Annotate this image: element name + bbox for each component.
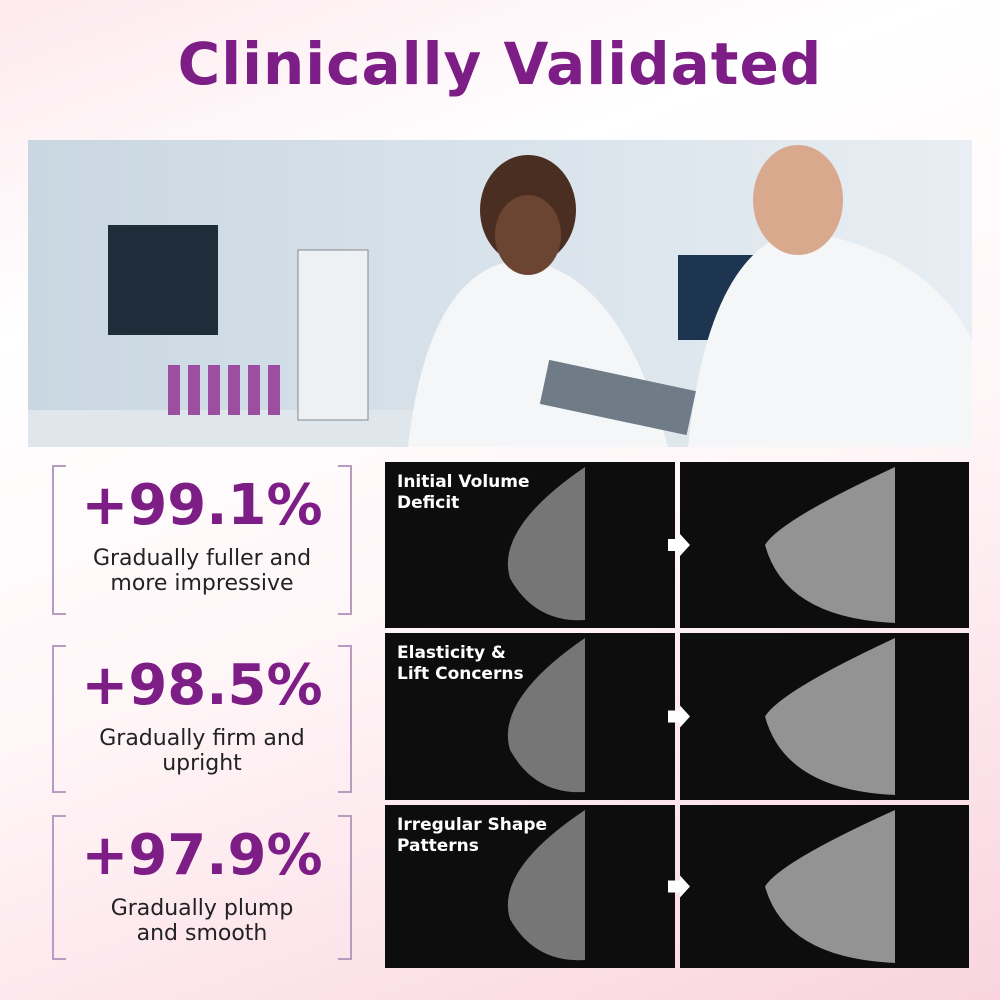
scan-images [385, 805, 969, 968]
label-line: Patterns [397, 836, 479, 856]
bracket [338, 815, 352, 960]
bracket [52, 815, 66, 960]
bracket [338, 645, 352, 793]
description-line: more impressive [110, 571, 294, 596]
stat-value: +98.5% [81, 653, 323, 718]
panel-label: Initial Volume Deficit [397, 472, 530, 514]
comparison-panel: Elasticity & Lift Concerns [385, 633, 969, 800]
panel-label: Irregular Shape Patterns [397, 815, 547, 857]
stat-description: Gradually firm and upright [52, 726, 352, 776]
label-line: Lift Concerns [397, 664, 524, 684]
description-line: Gradually firm and [99, 726, 305, 751]
description-line: upright [162, 751, 242, 776]
description-line: and smooth [136, 921, 268, 946]
stat-description: Gradually fuller and more impressive [52, 546, 352, 596]
comparison-panel: Irregular Shape Patterns [385, 805, 969, 968]
lab-photo [28, 140, 972, 447]
description-line: Gradually plump [110, 896, 294, 921]
stat-value: +99.1% [81, 473, 323, 538]
panel-label: Elasticity & Lift Concerns [397, 643, 524, 685]
stat-description: Gradually plump and smooth [52, 896, 352, 946]
stat-value: +97.9% [81, 823, 323, 888]
stat: +97.9% Gradually plump and smooth [52, 815, 352, 960]
label-line: Irregular Shape [397, 815, 548, 835]
label-line: Deficit [397, 493, 460, 513]
title: Clinically Validated [177, 30, 823, 98]
stat: +98.5% Gradually firm and upright [52, 645, 352, 793]
scan-images [385, 633, 969, 800]
bracket [52, 465, 66, 615]
description-line: Gradually fuller and [92, 546, 312, 571]
scan-images [385, 462, 969, 628]
bracket [52, 645, 66, 793]
bracket [338, 465, 352, 615]
comparison-panel: Initial Volume Deficit [385, 462, 969, 628]
label-line: Elasticity & [397, 643, 506, 663]
label-line: Initial Volume [397, 472, 530, 492]
stat: +99.1% Gradually fuller and more impressiv… [52, 465, 352, 615]
